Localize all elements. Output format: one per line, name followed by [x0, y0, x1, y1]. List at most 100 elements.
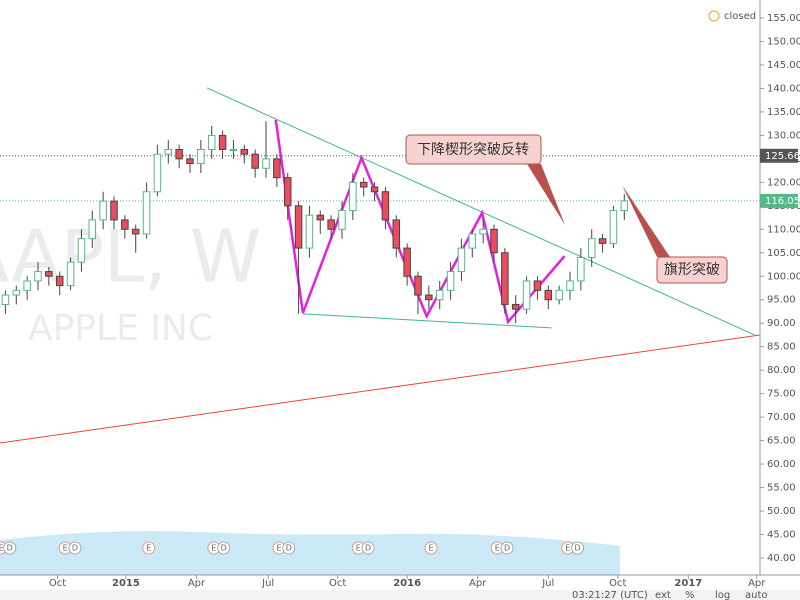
- event-label: E: [495, 544, 500, 553]
- price-label-box: [760, 148, 798, 163]
- event-label: E: [276, 544, 281, 553]
- candle-body: [533, 280, 542, 291]
- x-tick-label: Jul: [541, 578, 554, 589]
- y-tick-label: 120.00: [767, 177, 800, 188]
- event-marker[interactable]: [424, 541, 438, 555]
- y-tick-label: 85.00: [767, 342, 796, 353]
- x-tick-label: 2017: [674, 578, 702, 589]
- candle-body: [283, 177, 292, 207]
- x-tick-label: Oct: [49, 578, 66, 589]
- candle-body: [110, 200, 118, 221]
- event-marker[interactable]: [282, 541, 296, 555]
- y-tick-label: 130.00: [767, 130, 800, 141]
- x-tick-label: Oct: [609, 578, 626, 589]
- trend-line: [274, 119, 566, 325]
- plot: [0, 87, 761, 444]
- candle-body: [88, 219, 97, 240]
- event-label: D: [286, 544, 292, 553]
- event-label: E: [356, 544, 361, 553]
- event-label: E: [63, 544, 68, 553]
- trend-line: [0, 334, 761, 444]
- toolbar-item[interactable]: ext: [655, 590, 671, 600]
- toolbar-item[interactable]: %: [685, 590, 695, 600]
- candle-body: [55, 275, 64, 287]
- x-tick-label: Jul: [261, 578, 274, 589]
- event-label: E: [0, 544, 4, 553]
- candle-body: [142, 191, 151, 235]
- candle-body: [294, 205, 303, 249]
- y-tick-label: 95.00: [767, 295, 796, 306]
- callout-box: [405, 134, 542, 165]
- y-tick-label: 110.00: [767, 224, 800, 235]
- callout-pointer: [622, 185, 670, 257]
- candle-body: [327, 219, 335, 230]
- y-tick-label: 90.00: [767, 318, 796, 329]
- candle-body: [620, 200, 629, 212]
- event-label: D: [504, 544, 510, 553]
- watermark-symbol: AAPL, W: [0, 215, 261, 299]
- candle-body: [66, 261, 75, 287]
- toolbar-item[interactable]: log: [715, 590, 730, 600]
- candle-body: [392, 219, 401, 249]
- candle-body: [555, 289, 563, 301]
- candle-body: [446, 271, 455, 291]
- y-tick-label: 75.00: [767, 389, 796, 400]
- candle-body: [45, 271, 53, 277]
- candle-body: [121, 219, 129, 230]
- event-marker[interactable]: [68, 541, 82, 555]
- y-tick-label: 80.00: [767, 365, 796, 376]
- event-marker[interactable]: [217, 541, 231, 555]
- candle-body: [381, 191, 390, 221]
- event-marker[interactable]: [3, 541, 17, 555]
- y-tick-label: 55.00: [767, 483, 796, 494]
- watermark-name: APPLE INC: [28, 308, 213, 349]
- y-tick-label: 150.00: [767, 36, 800, 47]
- candle-body: [414, 275, 422, 296]
- y-tick-label: 50.00: [767, 506, 796, 517]
- y-tick-label: 105.00: [767, 248, 800, 259]
- candle-body: [468, 233, 477, 249]
- candle-body: [587, 238, 596, 258]
- x-tick-label: Oct: [329, 578, 346, 589]
- candle-body: [490, 228, 498, 254]
- event-marker[interactable]: [500, 541, 514, 555]
- candle-body: [186, 158, 194, 165]
- event-label: D: [365, 544, 371, 553]
- candle-body: [251, 153, 259, 169]
- candle-body: [338, 210, 346, 230]
- candle-body: [359, 181, 368, 188]
- candle-body: [99, 200, 107, 221]
- event-marker[interactable]: [571, 541, 585, 555]
- toolbar-item[interactable]: auto: [745, 590, 768, 600]
- candle-body: [12, 289, 21, 296]
- candle-body: [175, 148, 183, 160]
- y-tick-label: 40.00: [767, 553, 796, 564]
- candle-body: [153, 153, 162, 193]
- y-tick-label: 135.00: [767, 107, 800, 118]
- candle-body: [566, 280, 574, 291]
- y-tick-label: 60.00: [767, 459, 796, 470]
- event-marker[interactable]: [361, 541, 375, 555]
- event-label: D: [221, 544, 227, 553]
- candle-body: [262, 158, 270, 169]
- y-tick-label: 100.00: [767, 271, 800, 282]
- price-label-box: [760, 193, 798, 208]
- status-icon: [708, 10, 720, 22]
- status: closed: [724, 11, 756, 22]
- event-marker[interactable]: [142, 541, 156, 555]
- x-tick-label: 2015: [112, 578, 140, 589]
- toolbar: [0, 590, 800, 600]
- volume-area: [0, 531, 620, 575]
- candle-body: [305, 214, 314, 249]
- candle-body: [403, 247, 411, 277]
- candle-body: [207, 134, 216, 150]
- event-label: D: [72, 544, 78, 553]
- candle-body: [77, 238, 86, 263]
- event-label: D: [575, 544, 581, 553]
- candle-body: [131, 228, 140, 235]
- candle-body: [544, 289, 553, 301]
- candle-body: [511, 303, 520, 310]
- price-label: 125.66: [765, 151, 800, 162]
